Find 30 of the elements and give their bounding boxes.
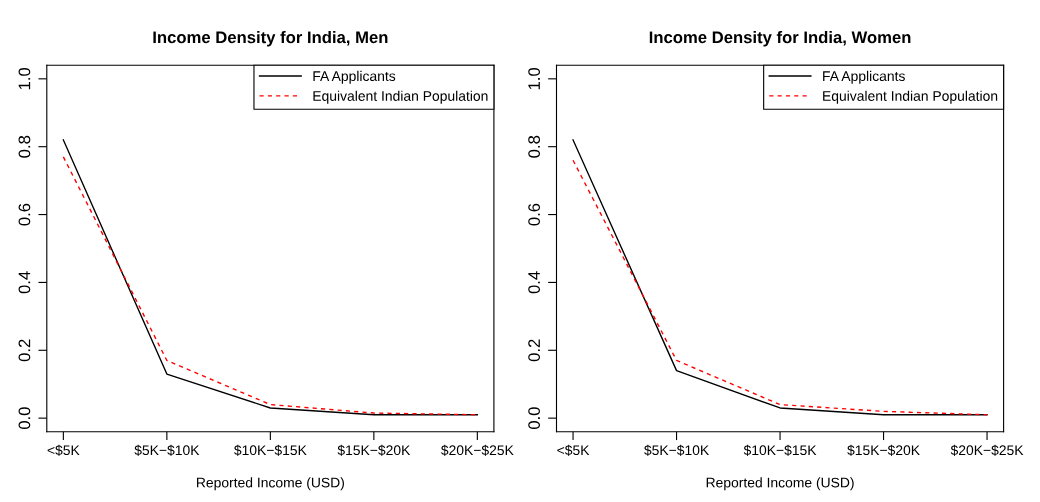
x-tick-label: $5K−$10K xyxy=(644,444,710,456)
legend-label: Equivalent Indian Population xyxy=(313,90,488,104)
y-tick-label: 0.2 xyxy=(528,339,541,362)
x-tick-label: $5K−$10K xyxy=(134,444,200,456)
y-tick-label: 1.0 xyxy=(528,67,541,90)
x-tick-label: $15K−$20K xyxy=(337,444,411,456)
chart-title: Income Density for India, Women xyxy=(649,30,911,47)
x-tick-label: $20K−$25K xyxy=(950,444,1024,456)
y-tick-label: 1.0 xyxy=(18,67,31,90)
chart-title: Income Density for India, Men xyxy=(153,30,388,47)
y-tick-label: 0.0 xyxy=(18,407,31,430)
y-tick-label: 0.8 xyxy=(18,135,31,158)
y-tick-label: 0.0 xyxy=(528,407,541,430)
x-tick-label: <$5K xyxy=(47,444,80,456)
y-tick-label: 0.6 xyxy=(528,203,541,226)
x-tick-label: $15K−$20K xyxy=(847,444,920,456)
y-tick-label: 0.8 xyxy=(528,135,541,158)
x-axis-title: Reported Income (USD) xyxy=(706,477,854,491)
x-tick-label: <$5K xyxy=(557,444,590,456)
x-axis-title: Reported Income (USD) xyxy=(197,477,344,491)
x-tick-label: $20K−$25K xyxy=(441,444,514,456)
y-tick-label: 0.4 xyxy=(18,271,31,294)
legend-label: Equivalent Indian Population xyxy=(823,90,998,104)
y-tick-label: 0.6 xyxy=(18,203,31,226)
y-tick-label: 0.2 xyxy=(18,339,31,362)
x-tick-label: $10K−$15K xyxy=(743,444,817,456)
y-tick-label: 0.4 xyxy=(528,271,541,294)
x-tick-label: $10K−$15K xyxy=(234,444,307,456)
legend-label: FA Applicants xyxy=(823,70,905,84)
legend-label: FA Applicants xyxy=(313,70,396,84)
